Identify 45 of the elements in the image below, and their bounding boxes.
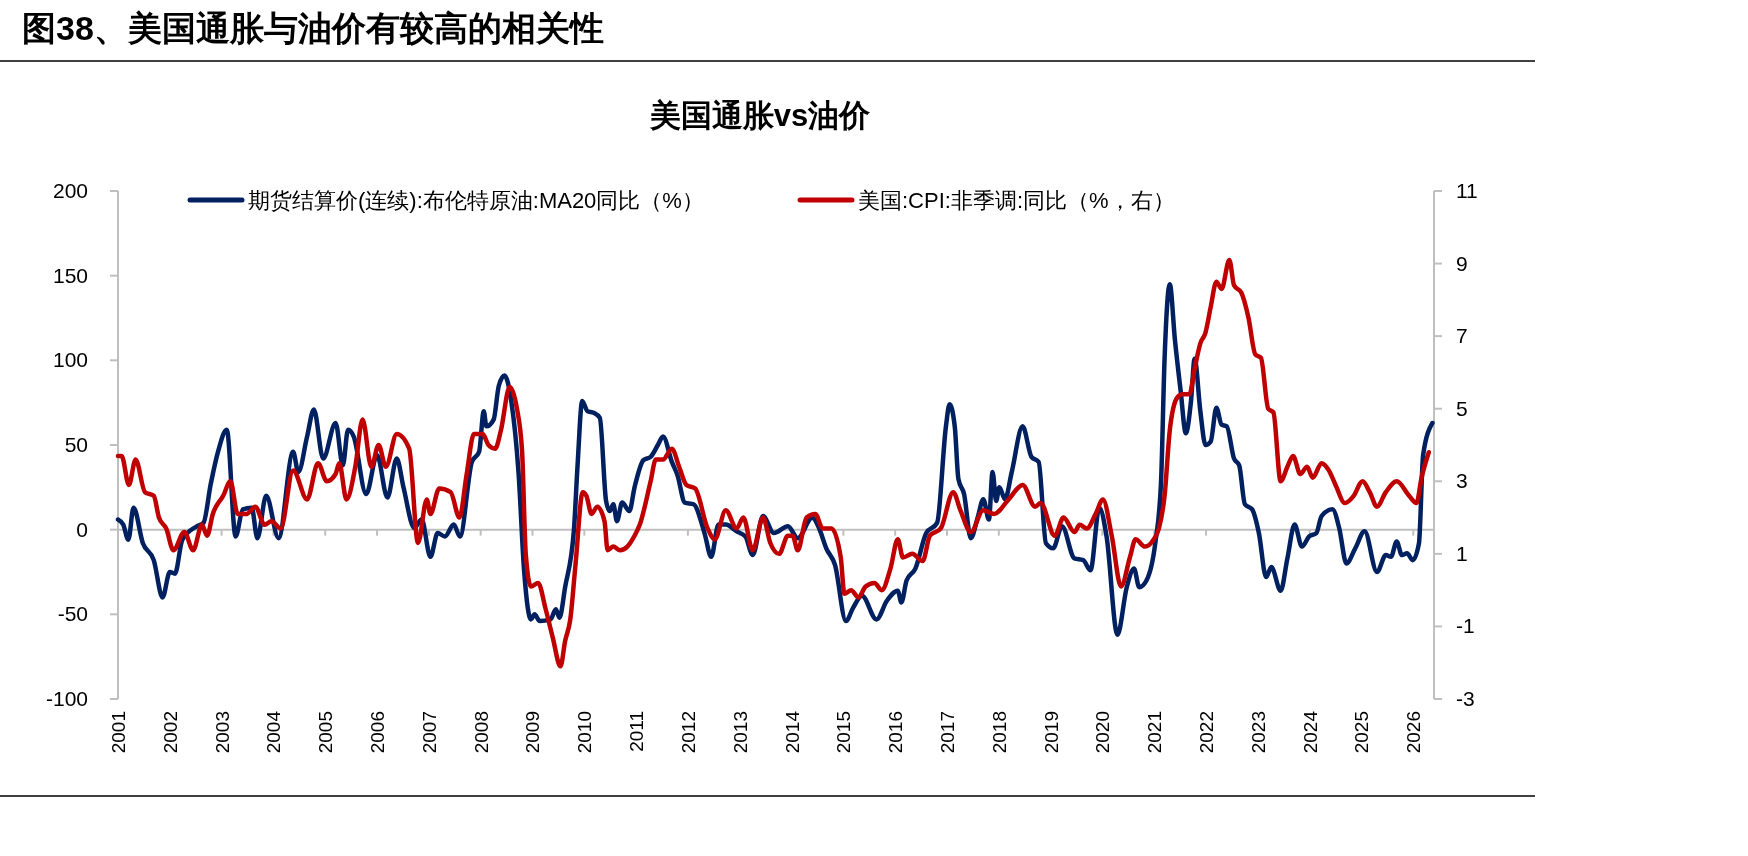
x-tick-label: 2009 xyxy=(522,711,544,754)
x-tick-label: 2005 xyxy=(315,711,337,754)
x-tick-label: 2014 xyxy=(781,710,803,754)
x-tick-label: 2010 xyxy=(574,711,596,754)
y2-tick-label: 5 xyxy=(1456,396,1468,420)
y-tick-label: 100 xyxy=(52,348,88,372)
x-tick-label: 2006 xyxy=(367,711,389,754)
y-tick-label: -50 xyxy=(57,602,88,626)
x-tick-label: 2003 xyxy=(211,711,233,754)
y-tick-label: 200 xyxy=(52,179,88,202)
x-tick-label: 2023 xyxy=(1247,711,1269,754)
legend-label: 期货结算价(连续):布伦特原油:MA20同比（%） xyxy=(248,188,704,213)
x-tick-label: 2020 xyxy=(1092,711,1114,754)
x-tick-label: 2022 xyxy=(1196,711,1218,754)
x-tick-label: 2007 xyxy=(418,711,440,754)
y2-tick-label: 7 xyxy=(1456,324,1468,348)
x-tick-label: 2026 xyxy=(1403,711,1425,754)
y2-tick-label: 1 xyxy=(1456,541,1468,565)
x-tick-label: 2004 xyxy=(263,710,285,754)
y-tick-label: 50 xyxy=(64,433,88,456)
x-tick-label: 2008 xyxy=(470,711,492,754)
y2-tick-label: 11 xyxy=(1456,179,1478,202)
chart-title: 图38、美国通胀与油价有较高的相关性 xyxy=(22,9,604,47)
x-tick-label: 2025 xyxy=(1351,711,1373,754)
x-tick-label: 2018 xyxy=(988,711,1010,754)
x-tick-label: 2024 xyxy=(1299,710,1321,754)
x-tick-label: 2019 xyxy=(1040,711,1062,754)
y2-tick-label: 3 xyxy=(1456,469,1468,493)
x-tick-label: 2021 xyxy=(1144,711,1166,754)
legend-label: 美国:CPI:非季调:同比（%，右） xyxy=(858,188,1175,213)
x-tick-label: 2017 xyxy=(936,711,958,754)
y-tick-label: 0 xyxy=(76,517,88,541)
y-tick-label: -100 xyxy=(45,687,88,710)
y-tick-label: 150 xyxy=(52,263,88,287)
x-tick-label: 2002 xyxy=(159,711,181,754)
x-tick-label: 2001 xyxy=(108,711,129,754)
x-tick-label: 2012 xyxy=(677,711,699,754)
y2-tick-label: -3 xyxy=(1456,687,1475,710)
x-tick-label: 2011 xyxy=(626,711,648,752)
x-tick-label: 2016 xyxy=(885,711,907,754)
x-tick-label: 2015 xyxy=(833,711,855,754)
y2-tick-label: 9 xyxy=(1456,251,1468,275)
y2-tick-label: -1 xyxy=(1456,614,1475,638)
chart-subtitle: 美国通胀vs油价 xyxy=(648,98,872,133)
x-tick-label: 2013 xyxy=(729,711,751,754)
